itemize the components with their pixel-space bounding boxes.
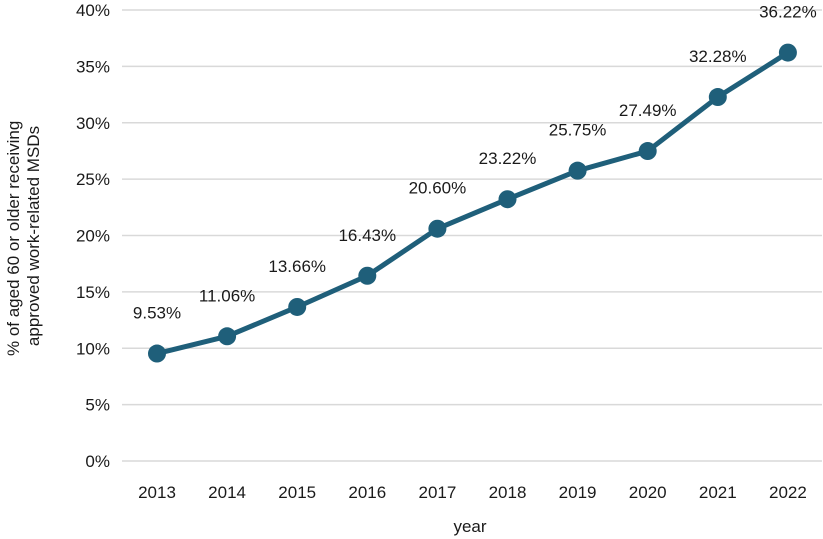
x-tick-label: 2021 bbox=[699, 483, 737, 502]
data-point bbox=[778, 43, 797, 62]
x-tick-label: 2018 bbox=[489, 483, 527, 502]
data-label: 13.66% bbox=[268, 257, 326, 276]
data-label: 27.49% bbox=[619, 101, 677, 120]
y-axis-title: % of aged 60 or older receiving approved… bbox=[4, 116, 43, 356]
x-axis-title: year bbox=[453, 517, 486, 536]
data-label: 25.75% bbox=[549, 121, 607, 140]
y-tick-label: 40% bbox=[76, 1, 110, 20]
data-label: 16.43% bbox=[338, 226, 396, 245]
y-tick-label: 20% bbox=[76, 227, 110, 246]
gridlines bbox=[122, 9, 822, 462]
x-tick-label: 2017 bbox=[418, 483, 456, 502]
data-point bbox=[498, 190, 517, 209]
data-label: 20.60% bbox=[409, 179, 467, 198]
y-axis-title-line-2: approved work-related MSDs bbox=[24, 126, 43, 346]
series-line-group bbox=[148, 43, 797, 363]
x-tick-label: 2019 bbox=[559, 483, 597, 502]
y-tick-label: 10% bbox=[76, 339, 110, 358]
data-label: 11.06% bbox=[199, 286, 255, 305]
x-tick-label: 2020 bbox=[629, 483, 667, 502]
x-tick-label: 2015 bbox=[278, 483, 316, 502]
y-axis-ticks: 0% 5% 10% 15% 20% 25% 30% 35% 40% bbox=[76, 1, 110, 471]
data-point bbox=[638, 142, 657, 161]
data-point bbox=[708, 88, 727, 107]
y-tick-label: 30% bbox=[76, 114, 110, 133]
series-line bbox=[154, 50, 791, 357]
x-tick-label: 2013 bbox=[138, 483, 176, 502]
x-tick-label: 2014 bbox=[208, 483, 246, 502]
data-label: 9.53% bbox=[133, 304, 181, 323]
data-point bbox=[218, 327, 237, 346]
data-label: 23.22% bbox=[479, 149, 537, 168]
data-label: 32.28% bbox=[689, 47, 747, 66]
x-axis-ticks: 2013 2014 2015 2016 2017 2018 2019 2020 2021 2022 bbox=[138, 483, 807, 502]
data-label: 36.22% bbox=[759, 3, 817, 22]
y-tick-label: 0% bbox=[85, 452, 110, 471]
data-labels: 9.53% 11.06% 13.66% 16.43% 20.60% 23.22% 25.75… bbox=[133, 3, 817, 323]
x-tick-label: 2022 bbox=[769, 483, 807, 502]
data-point bbox=[288, 297, 307, 316]
data-point bbox=[568, 161, 587, 180]
y-axis-title-line-1: % of aged 60 or older receiving bbox=[4, 121, 23, 356]
y-tick-label: 5% bbox=[85, 396, 110, 415]
data-point bbox=[428, 219, 447, 238]
data-point bbox=[148, 344, 166, 363]
y-tick-label: 35% bbox=[76, 57, 110, 76]
x-tick-label: 2016 bbox=[348, 483, 386, 502]
y-tick-label: 25% bbox=[76, 170, 110, 189]
y-tick-label: 15% bbox=[76, 283, 110, 302]
data-point bbox=[358, 266, 377, 285]
